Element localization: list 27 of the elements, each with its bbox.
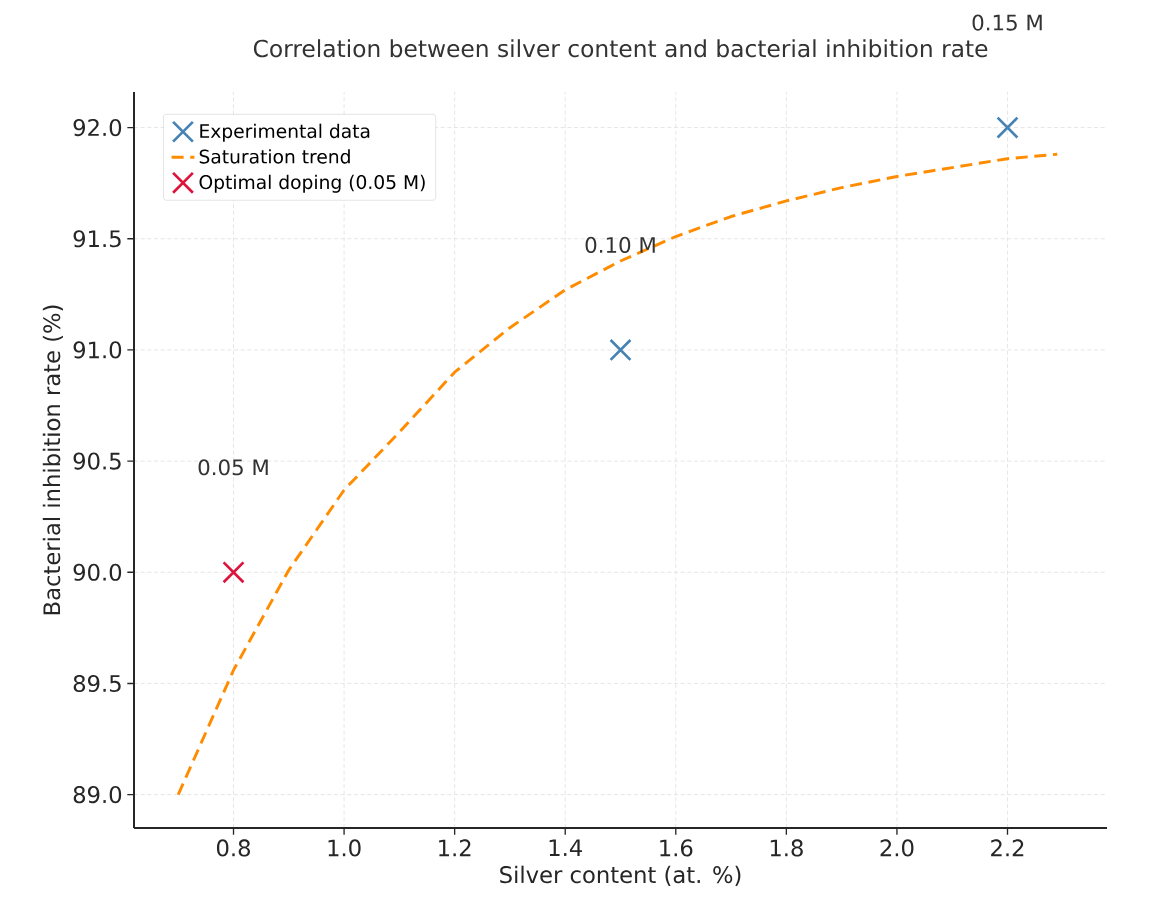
y-tick-label: 90.0 [73,563,122,581]
y-tick-label: 91.0 [73,341,122,359]
legend-label: Saturation trend [199,149,350,164]
y-tick-label: 92.0 [73,118,122,137]
legend-label: Optimal doping (0.05 M) [199,174,425,193]
text: 0.15 M [972,14,1042,31]
point [609,338,632,362]
annotation: 0.10 M [585,236,655,253]
x-tick-label: 2.0 [880,839,914,857]
x-axis-title: Silver content (at. %) [500,865,741,886]
x-tick-label: 0.8 [216,839,250,857]
y-tick-label: 91.5 [73,230,121,248]
x-tick-label: 1.8 [770,839,803,857]
y-tick-label: 90.5 [73,452,121,470]
chart-title: Correlation between silver content and bacterial inhibition rate [253,39,988,58]
x-tick-label: 1.2 [439,839,471,857]
x-tick-label: 2.2 [991,839,1024,857]
y-tick-label: 89.0 [73,786,122,804]
annotation: 0.05 M [198,459,268,476]
y-axis-title: Bacterial inhibition rate (%) [42,305,63,615]
legend-label: Experimental data [200,123,370,142]
point [996,116,1019,139]
x-tick-label: 1.6 [660,839,693,857]
x-tick-label: 1.0 [328,839,361,857]
point [222,561,245,584]
y-tick-label: 89.5 [73,674,121,693]
x-tick-label: 1.4 [549,839,582,856]
